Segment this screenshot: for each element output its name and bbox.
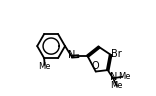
Text: N: N: [110, 72, 117, 82]
Text: Me: Me: [110, 81, 122, 90]
Text: Me: Me: [118, 72, 130, 81]
Text: O: O: [92, 61, 100, 71]
Text: Br: Br: [111, 49, 121, 59]
Text: Me: Me: [38, 62, 51, 71]
Text: N: N: [68, 50, 75, 60]
